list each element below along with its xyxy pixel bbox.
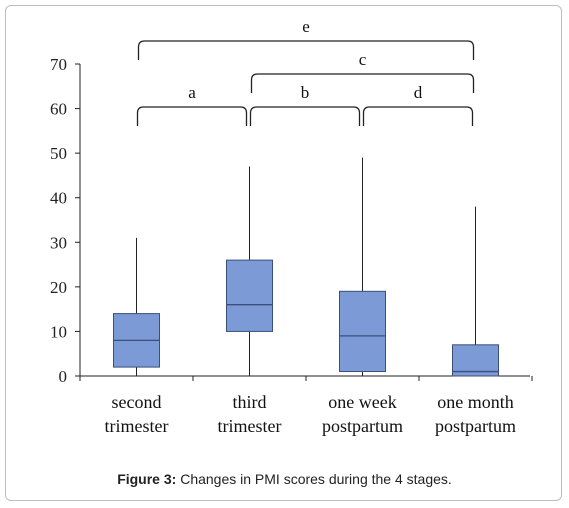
caption-label: Figure 3: <box>117 471 177 487</box>
category-label: trimester <box>105 416 169 436</box>
y-tick-label: 0 <box>59 367 68 386</box>
y-tick-label: 60 <box>50 100 67 119</box>
bracket-e: e <box>137 17 475 60</box>
bracket-a: a <box>136 83 248 126</box>
box-2 <box>226 166 273 376</box>
box-iqr <box>226 259 273 332</box>
category-label: second <box>112 392 162 412</box>
bracket-line <box>136 106 248 126</box>
category-label: postpartum <box>435 416 516 436</box>
box-4 <box>452 206 499 377</box>
bracket-line <box>250 73 475 93</box>
bracket-d: d <box>362 83 474 126</box>
box-1 <box>113 237 160 376</box>
bracket-label: d <box>414 83 423 102</box>
figure-frame <box>5 5 562 501</box>
y-tick-label: 50 <box>50 144 67 163</box>
category-label: trimester <box>218 416 282 436</box>
bracket-label: e <box>302 17 310 36</box>
category-label: postpartum <box>322 416 403 436</box>
y-tick-label: 30 <box>50 233 67 252</box>
bracket-label: c <box>359 50 367 69</box>
category-label: one week <box>328 392 396 412</box>
box-iqr <box>452 344 499 377</box>
category-label: one month <box>437 392 514 412</box>
box-3 <box>339 157 386 376</box>
bracket-line <box>249 106 361 126</box>
comparison-brackets: a b d c e <box>136 17 475 126</box>
boxes <box>113 157 499 377</box>
bracket-label: a <box>188 83 196 102</box>
bracket-line <box>137 40 475 60</box>
y-tick-label: 70 <box>50 55 67 74</box>
caption-text: Changes in PMI scores during the 4 stage… <box>176 471 452 487</box>
category-label: third <box>233 392 267 412</box>
y-tick-label: 10 <box>50 322 67 341</box>
y-tick-label: 40 <box>50 189 67 208</box>
figure-caption: Figure 3: Changes in PMI scores during t… <box>0 471 569 487</box>
axes: 0 10 20 30 40 50 60 70 <box>50 55 533 386</box>
bracket-b: b <box>249 83 361 126</box>
box-iqr <box>339 290 386 373</box>
category-labels: second trimester third trimester one week pos… <box>105 392 516 436</box>
bracket-c: c <box>250 50 475 93</box>
y-tick-label: 20 <box>50 278 67 297</box>
bracket-label: b <box>301 83 310 102</box>
bracket-line <box>362 106 474 126</box>
